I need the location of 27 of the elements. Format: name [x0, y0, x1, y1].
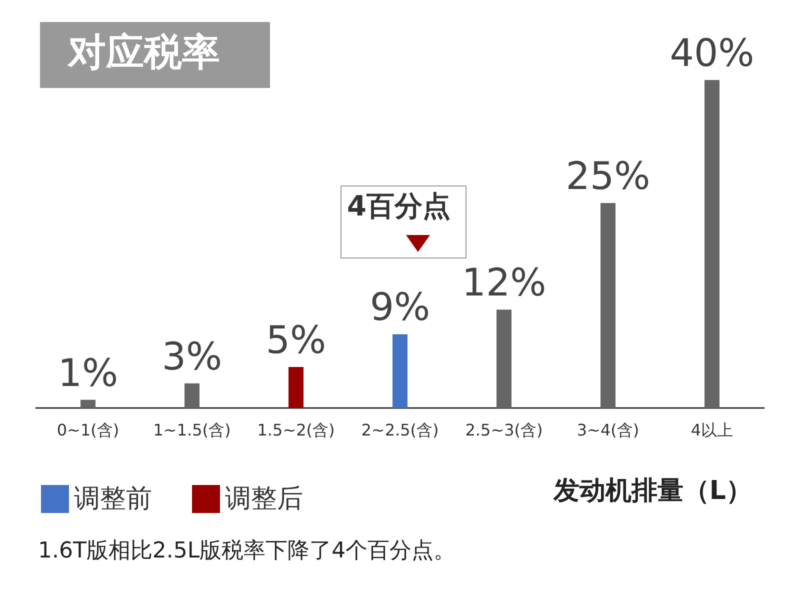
bar: [496, 310, 512, 408]
x-tick-label: 3~4(含): [576, 420, 640, 440]
legend-label: 调整后: [225, 484, 303, 514]
data-label: 5%: [266, 318, 326, 362]
x-tick-label: 1~1.5(含): [153, 420, 231, 440]
text: 1.6T版相比2.5L版税率下降了4个百分点。: [38, 538, 456, 564]
x-tick-label: 0~1(含): [56, 420, 120, 440]
x-axis-title: 发动机排量（L）: [552, 476, 752, 506]
legend-label: 调整前: [74, 484, 152, 514]
x-tick-label: 2~2.5(含): [361, 420, 439, 440]
data-label: 9%: [370, 285, 430, 330]
data-label: 3%: [162, 334, 222, 378]
data-label: 25%: [566, 154, 650, 198]
bar: [80, 400, 96, 408]
data-label: 12%: [462, 260, 546, 305]
chart-title: 对应税率: [67, 30, 220, 74]
annotation: 4百分点: [347, 190, 450, 222]
bar: [184, 383, 200, 408]
x-tick-label: 4以上: [690, 420, 734, 440]
data-label: 1%: [58, 350, 118, 395]
x-tick-label: 2.5~3(含): [465, 420, 543, 440]
bar: [392, 334, 408, 408]
x-tick-label: 1.5~2(含): [257, 420, 335, 440]
bar: [288, 367, 304, 408]
bar: [600, 203, 616, 408]
bar: [704, 80, 720, 408]
data-label: 40%: [670, 31, 754, 75]
